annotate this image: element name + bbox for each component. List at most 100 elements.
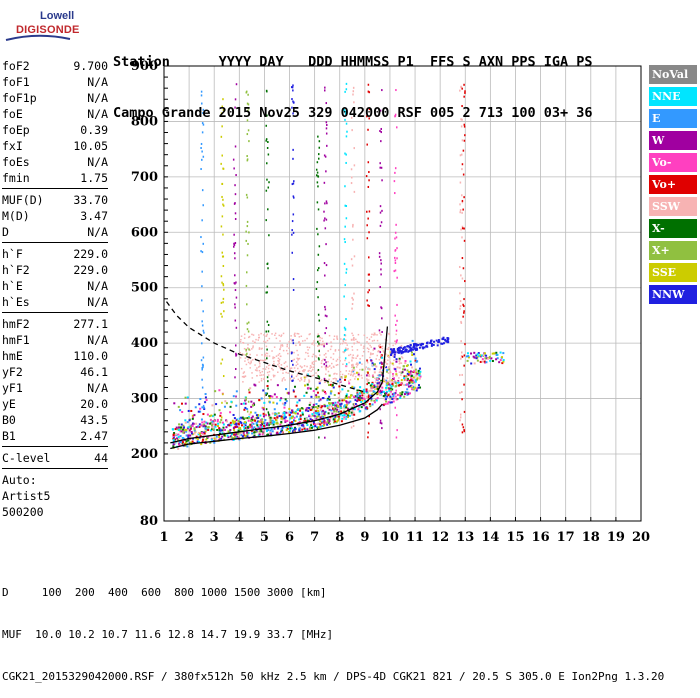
- echo-point: [273, 417, 276, 420]
- echo-point: [174, 428, 177, 431]
- echo-point: [221, 255, 224, 258]
- echo-point: [394, 343, 397, 345]
- echo-point: [352, 365, 354, 368]
- echo-point: [371, 333, 373, 336]
- echo-point: [280, 415, 283, 418]
- echo-point: [366, 379, 369, 381]
- echo-point: [367, 396, 370, 399]
- echo-point: [248, 357, 250, 360]
- echo-point: [337, 415, 340, 418]
- echo-point: [272, 401, 275, 404]
- param-row: foEp 0.39: [2, 122, 108, 138]
- echo-point: [309, 409, 312, 412]
- echo-point: [398, 360, 401, 363]
- legend-item: NNW: [649, 285, 697, 304]
- echo-point: [324, 352, 327, 355]
- echo-point: [359, 358, 361, 360]
- echo-point: [321, 389, 324, 392]
- chart-grid: [163, 65, 642, 521]
- echo-point: [393, 359, 395, 362]
- echo-point: [379, 383, 382, 386]
- echo-point: [463, 305, 465, 308]
- echo-point: [220, 416, 223, 419]
- echo-point: [234, 306, 236, 309]
- echo-point: [334, 407, 337, 410]
- echo-point: [288, 430, 291, 433]
- echo-point: [274, 412, 277, 415]
- param-row: foF1p N/A: [2, 90, 108, 106]
- x-tick-label: 3: [210, 530, 219, 545]
- echo-point: [325, 361, 327, 364]
- echo-point: [259, 429, 262, 432]
- echo-point: [253, 383, 256, 386]
- echo-point: [461, 236, 463, 239]
- echo-point: [222, 301, 224, 304]
- echo-point: [365, 406, 368, 409]
- echo-point: [380, 334, 382, 336]
- echo-point: [246, 410, 249, 413]
- param-label: h`F: [2, 247, 23, 261]
- echo-point: [304, 429, 307, 432]
- echo-point: [177, 441, 180, 444]
- echo-point: [320, 362, 323, 365]
- echo-point: [365, 366, 367, 368]
- echo-point: [233, 243, 236, 246]
- echo-point: [394, 259, 397, 262]
- echo-point: [301, 411, 304, 414]
- echo-point: [313, 340, 315, 342]
- echo-point: [252, 345, 254, 347]
- param-value: 43.5: [80, 413, 108, 427]
- echo-point: [290, 338, 292, 341]
- echo-point: [361, 394, 364, 397]
- echo-point: [344, 396, 347, 399]
- echo-point: [277, 359, 279, 362]
- echo-point: [355, 371, 358, 374]
- echo-point: [461, 351, 463, 354]
- legend-item: SSW: [649, 197, 697, 216]
- echo-point: [231, 419, 234, 422]
- echo-point: [459, 300, 462, 303]
- echo-point: [247, 109, 249, 112]
- echo-point: [313, 363, 315, 366]
- echo-point: [348, 382, 351, 385]
- echo-point: [244, 417, 247, 420]
- echo-point: [201, 368, 203, 371]
- echo-point: [400, 382, 403, 385]
- echo-point: [356, 355, 359, 358]
- echo-point: [395, 341, 398, 344]
- echo-point: [180, 423, 183, 426]
- echo-point: [379, 351, 382, 354]
- echo-point: [408, 392, 411, 395]
- echo-point: [221, 315, 223, 318]
- echo-point: [390, 351, 392, 353]
- echo-point: [281, 380, 284, 382]
- echo-point: [241, 375, 244, 378]
- param-row: h`F2 229.0: [2, 262, 108, 278]
- echo-point: [344, 241, 346, 244]
- echo-point: [298, 336, 301, 338]
- echo-point: [342, 351, 344, 353]
- echo-point: [360, 391, 363, 394]
- echo-point: [400, 374, 402, 376]
- echo-point: [264, 394, 267, 397]
- echo-point: [400, 352, 403, 355]
- echo-scatter: [171, 82, 505, 450]
- echo-point: [426, 341, 429, 344]
- echo-point: [357, 363, 359, 365]
- echo-point: [246, 254, 249, 257]
- echo-point: [325, 422, 328, 425]
- echo-point: [369, 356, 371, 359]
- echo-point: [265, 427, 268, 430]
- echo-point: [186, 427, 189, 430]
- param-row: B0 43.5: [2, 412, 108, 428]
- echo-point: [236, 418, 239, 421]
- echo-point: [334, 377, 336, 380]
- echo-point: [326, 315, 328, 318]
- echo-point: [387, 356, 390, 358]
- param-value: 46.1: [80, 365, 108, 379]
- echo-point: [289, 427, 292, 430]
- legend-item: NNE: [649, 87, 697, 106]
- echo-point: [222, 108, 225, 111]
- echo-point: [328, 374, 331, 377]
- echo-point: [294, 332, 296, 335]
